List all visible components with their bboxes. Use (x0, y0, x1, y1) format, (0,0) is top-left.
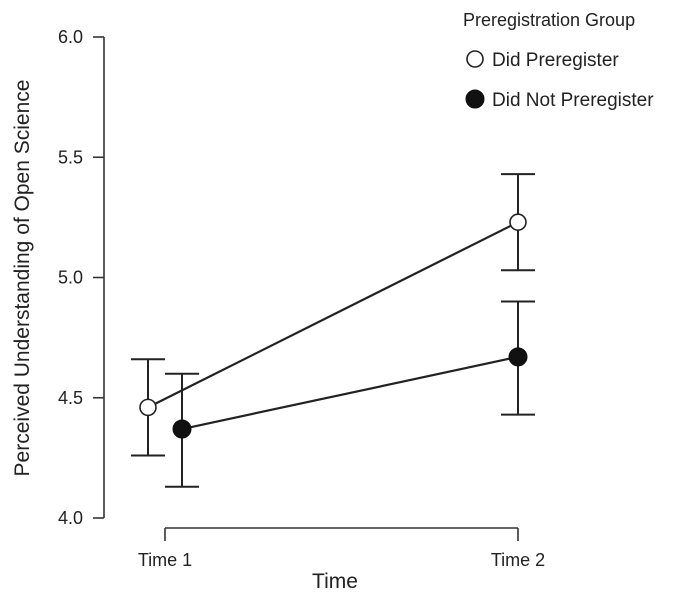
y-axis-title: Perceived Understanding of Open Science (11, 80, 34, 477)
legend-label-did-preregister: Did Preregister (492, 50, 619, 71)
data-point-1-0 (172, 419, 192, 439)
y-tick-label-5.0: 5.0 (58, 268, 83, 288)
x-tick-label-time-2: Time 2 (491, 550, 545, 570)
x-axis-title: Time (312, 570, 358, 592)
legend-marker-did-not-preregister (465, 89, 485, 109)
data-point-1-1 (508, 347, 528, 367)
series-line-0 (147, 221, 519, 409)
y-tick-label-5.5: 5.5 (58, 147, 83, 167)
x-axis: Time 1 Time 2 Time (138, 527, 545, 592)
legend-marker-did-preregister (466, 50, 484, 68)
legend-title: Preregistration Group (463, 10, 635, 30)
y-ticks: 4.0 4.5 5.0 5.5 6.0 (58, 27, 104, 528)
y-axis: 4.0 4.5 5.0 5.5 6.0 (58, 27, 105, 528)
series-line-1 (181, 355, 519, 431)
legend-label-did-not-preregister: Did Not Preregister (492, 90, 654, 111)
x-tick-label-time-1: Time 1 (138, 550, 192, 570)
y-tick-label-4.5: 4.5 (58, 388, 83, 408)
data-point-0-1 (509, 213, 527, 231)
plot-area (131, 173, 535, 488)
data-point-0-0 (139, 398, 157, 417)
legend: Preregistration Group Did Preregister Di… (463, 10, 654, 111)
y-tick-label-4.0: 4.0 (58, 508, 83, 528)
y-tick-label-6.0: 6.0 (58, 27, 83, 47)
